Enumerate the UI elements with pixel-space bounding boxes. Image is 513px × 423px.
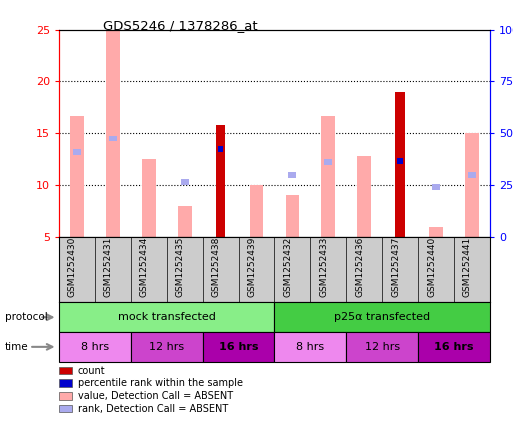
Text: GSM1252441: GSM1252441 — [463, 236, 472, 297]
Text: p25α transfected: p25α transfected — [334, 312, 430, 322]
Bar — [468, 172, 476, 178]
Text: GSM1252434: GSM1252434 — [140, 236, 149, 297]
Bar — [346, 332, 418, 362]
Text: percentile rank within the sample: percentile rank within the sample — [78, 378, 243, 388]
Bar — [59, 332, 131, 362]
Bar — [203, 332, 274, 362]
Bar — [178, 206, 191, 237]
Bar — [322, 115, 335, 237]
Text: 8 hrs: 8 hrs — [81, 342, 109, 352]
Bar — [218, 146, 224, 151]
Bar — [250, 185, 263, 237]
Bar — [274, 302, 490, 332]
Bar — [106, 30, 120, 237]
Bar — [59, 302, 274, 332]
Bar — [418, 332, 490, 362]
Bar — [181, 179, 189, 185]
Text: 16 hrs: 16 hrs — [219, 342, 258, 352]
Text: mock transfected: mock transfected — [118, 312, 215, 322]
Text: GDS5246 / 1378286_at: GDS5246 / 1378286_at — [103, 19, 257, 32]
Bar — [358, 156, 371, 237]
Bar — [70, 115, 84, 237]
Bar — [288, 172, 297, 178]
Bar — [142, 159, 155, 237]
Bar — [131, 332, 203, 362]
Text: protocol: protocol — [5, 312, 48, 322]
Text: GSM1252432: GSM1252432 — [283, 236, 292, 297]
Text: GSM1252440: GSM1252440 — [427, 236, 436, 297]
Bar — [109, 136, 117, 141]
Text: GSM1252439: GSM1252439 — [247, 236, 256, 297]
Text: 16 hrs: 16 hrs — [435, 342, 473, 352]
Bar — [397, 158, 403, 164]
Text: GSM1252436: GSM1252436 — [355, 236, 364, 297]
Text: count: count — [78, 365, 106, 376]
Bar — [286, 195, 299, 237]
Text: GSM1252435: GSM1252435 — [175, 236, 185, 297]
Text: 8 hrs: 8 hrs — [297, 342, 324, 352]
Bar — [216, 125, 225, 237]
Bar — [324, 159, 332, 165]
Bar — [396, 92, 405, 237]
Text: 12 hrs: 12 hrs — [149, 342, 184, 352]
Text: GSM1252438: GSM1252438 — [211, 236, 221, 297]
Bar — [429, 227, 443, 237]
Text: GSM1252437: GSM1252437 — [391, 236, 400, 297]
Bar — [432, 184, 440, 190]
Bar — [73, 149, 81, 155]
Text: time: time — [5, 342, 29, 352]
Text: GSM1252431: GSM1252431 — [104, 236, 113, 297]
Bar — [274, 332, 346, 362]
Text: GSM1252433: GSM1252433 — [319, 236, 328, 297]
Text: value, Detection Call = ABSENT: value, Detection Call = ABSENT — [78, 391, 233, 401]
Text: rank, Detection Call = ABSENT: rank, Detection Call = ABSENT — [78, 404, 228, 414]
Text: GSM1252430: GSM1252430 — [68, 236, 77, 297]
Bar — [465, 133, 479, 237]
Text: 12 hrs: 12 hrs — [365, 342, 400, 352]
